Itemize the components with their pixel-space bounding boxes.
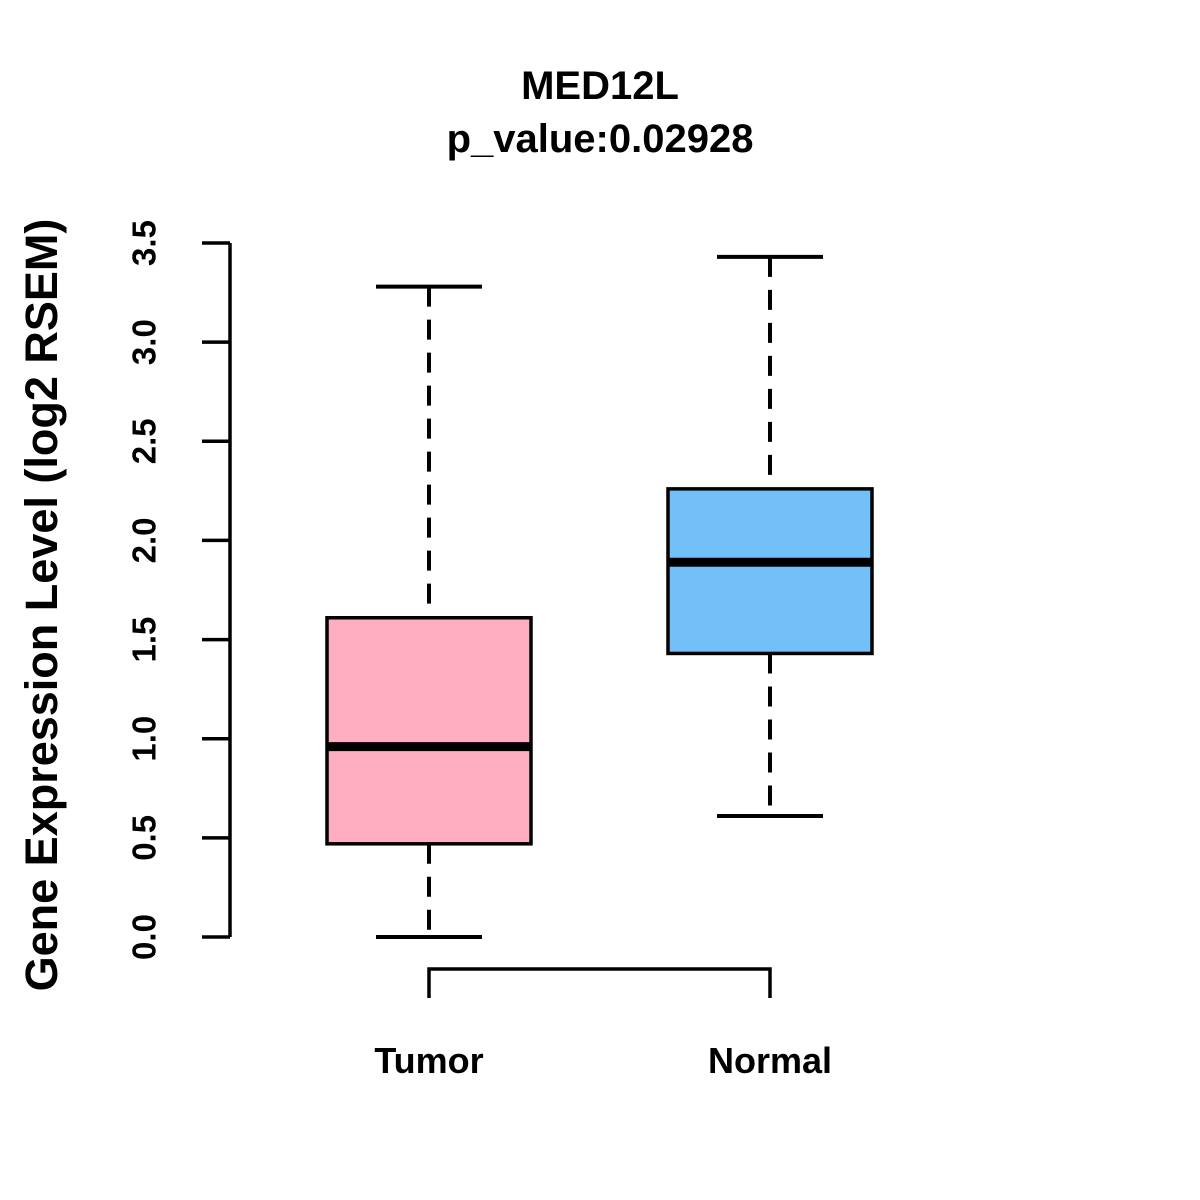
chart-title-block: MED12L p_value:0.02928 bbox=[0, 60, 1200, 166]
gene-title: MED12L bbox=[521, 64, 679, 108]
y-axis-tick-label: 1.5 bbox=[126, 617, 163, 663]
p-value-subtitle: p_value:0.02928 bbox=[446, 117, 754, 161]
y-axis-tick-label: 2.5 bbox=[126, 418, 163, 464]
x-category-label-tumor: Tumor bbox=[374, 1040, 483, 1081]
tumor-box bbox=[325, 616, 533, 846]
y-axis-tick-label: 2.0 bbox=[126, 517, 163, 563]
y-axis-tick-label: 3.5 bbox=[126, 220, 163, 266]
y-axis-tick-label: 1.0 bbox=[126, 716, 163, 762]
y-axis-tick-label: 0.5 bbox=[126, 815, 163, 861]
y-axis-tick-label: 0.0 bbox=[126, 914, 163, 960]
x-axis-bracket bbox=[427, 967, 772, 998]
x-category-label-normal: Normal bbox=[708, 1040, 832, 1081]
y-axis-tick-label: 3.0 bbox=[126, 319, 163, 365]
normal-box bbox=[666, 487, 874, 656]
